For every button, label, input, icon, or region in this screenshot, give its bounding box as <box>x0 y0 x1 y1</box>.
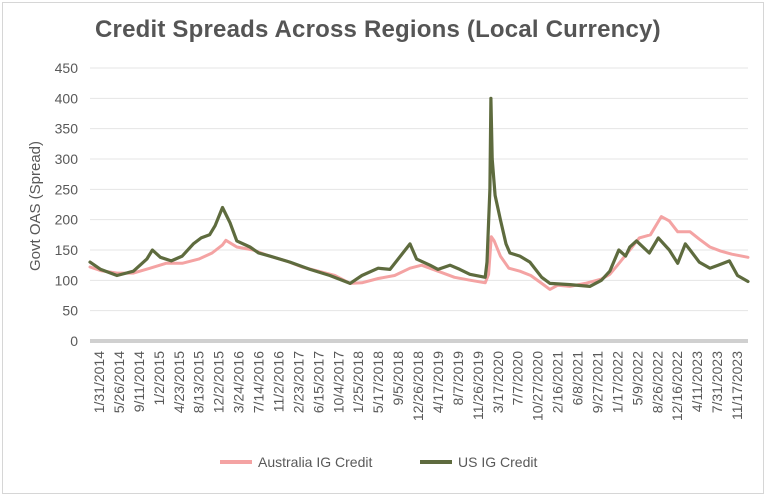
legend: Australia IG Credit US IG Credit <box>220 454 537 470</box>
x-tick-label: 8/7/2019 <box>450 351 466 406</box>
x-tick-label: 10/27/2020 <box>530 351 546 421</box>
x-tick-label: 9/5/2018 <box>390 351 406 406</box>
x-tick-label: 2/16/2021 <box>550 351 566 413</box>
y-tick-label: 100 <box>55 272 79 288</box>
x-tick-label: 1/25/2018 <box>350 351 366 413</box>
x-tick-label: 1/2/2015 <box>151 351 167 406</box>
x-tick-label: 5/26/2014 <box>111 351 127 413</box>
x-tick-label: 10/4/2017 <box>330 351 346 413</box>
x-tick-label: 5/9/2022 <box>629 351 645 406</box>
y-tick-label: 50 <box>62 303 78 319</box>
x-tick-label: 4/17/2019 <box>430 351 446 413</box>
x-tick-label: 3/17/2020 <box>490 351 506 413</box>
x-tick-label: 11/26/2019 <box>470 351 486 420</box>
legend-label-australia: Australia IG Credit <box>258 454 372 470</box>
y-tick-label: 400 <box>55 90 79 106</box>
x-tick-label: 9/11/2014 <box>131 351 147 412</box>
x-tick-label: 2/23/2017 <box>290 351 306 413</box>
chart-title: Credit Spreads Across Regions (Local Cur… <box>95 16 661 43</box>
x-tick-label: 1/17/2022 <box>609 351 625 413</box>
series-line-australia <box>88 215 750 291</box>
x-tick-label: 3/24/2016 <box>231 351 247 413</box>
y-tick-label: 250 <box>55 181 79 197</box>
x-tick-label: 9/27/2021 <box>589 351 605 413</box>
x-tick-label: 6/15/2017 <box>310 351 326 413</box>
x-tick-label: 6/8/2021 <box>570 351 586 406</box>
series-line-us <box>88 96 750 288</box>
gridlines <box>90 67 748 343</box>
y-tick-label: 300 <box>55 151 79 167</box>
x-tick-label: 8/13/2015 <box>191 351 207 413</box>
x-tick-label: 8/26/2022 <box>649 351 665 413</box>
y-axis-ticks: 0 50 100 150 200 250 300 350 400 450 <box>55 60 79 349</box>
x-tick-label: 1/31/2014 <box>91 351 107 413</box>
x-axis-ticks: 1/31/2014 5/26/2014 9/11/2014 1/2/2015 4/23/… <box>91 351 745 421</box>
x-tick-label: 7/14/2016 <box>251 351 267 413</box>
y-tick-label: 350 <box>55 121 79 137</box>
y-tick-label: 200 <box>55 212 79 228</box>
x-tick-label: 4/23/2015 <box>171 351 187 413</box>
x-tick-label: 11/2/2016 <box>270 351 286 412</box>
y-tick-label: 150 <box>55 242 79 258</box>
y-tick-label: 450 <box>55 60 79 76</box>
x-tick-label: 11/17/2023 <box>729 351 745 420</box>
y-axis-label: Govt OAS (Spread) <box>27 141 44 271</box>
x-tick-label: 7/31/2023 <box>709 351 725 413</box>
x-tick-label: 5/17/2018 <box>370 351 386 413</box>
series-lines <box>88 96 750 291</box>
x-tick-label: 12/16/2022 <box>669 351 685 421</box>
y-tick-label: 0 <box>70 333 78 349</box>
x-tick-label: 12/2/2015 <box>211 351 227 413</box>
x-tick-label: 7/7/2020 <box>510 351 526 406</box>
x-tick-label: 4/11/2023 <box>689 351 705 412</box>
x-tick-label: 12/26/2018 <box>410 351 426 421</box>
legend-label-us: US IG Credit <box>458 454 537 470</box>
